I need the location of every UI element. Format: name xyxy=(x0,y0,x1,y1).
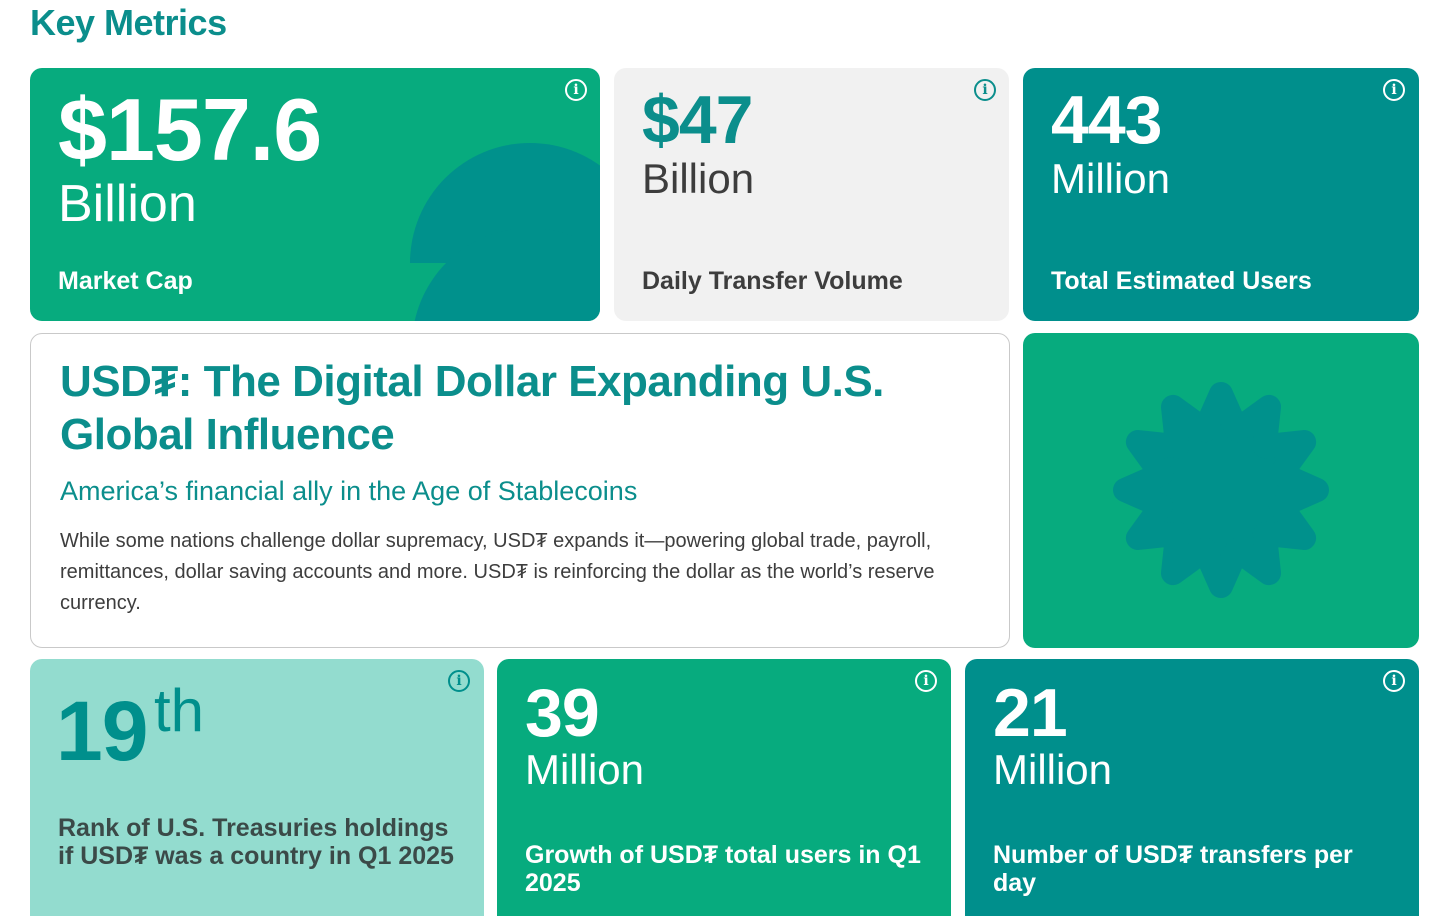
metric-label: Number of USD₮ transfers per day xyxy=(993,841,1353,897)
info-icon[interactable]: i xyxy=(1383,79,1405,101)
info-icon[interactable]: i xyxy=(1383,670,1405,692)
headline-card: USD₮: The Digital Dollar Expanding U.S. … xyxy=(30,333,1010,648)
star-badge-card xyxy=(1023,333,1419,648)
headline-subtitle: America’s financial ally in the Age of S… xyxy=(60,476,638,506)
metric-unit: Million xyxy=(1051,155,1171,202)
star-badge-icon xyxy=(1113,382,1329,598)
headline-body: While some nations challenge dollar supr… xyxy=(60,530,935,614)
metric-card-treasuries-rank: 19 th Rank of U.S. Treasuries holdings i… xyxy=(30,659,484,916)
info-icon[interactable]: i xyxy=(974,79,996,101)
metric-label: Growth of USD₮ total users in Q1 2025 xyxy=(525,841,921,897)
metric-value: 21 xyxy=(993,675,1068,751)
metric-value: 19 xyxy=(56,684,148,778)
metric-value: $157.6 xyxy=(58,80,322,179)
page-heading: Key Metrics xyxy=(30,2,227,43)
metric-label: Total Estimated Users xyxy=(1051,267,1312,295)
metric-card-daily-transfer-volume: $47 Billion Daily Transfer Volume i xyxy=(614,68,1009,321)
metric-label: Daily Transfer Volume xyxy=(642,267,903,295)
headline-title: USD₮: The Digital Dollar Expanding U.S. … xyxy=(60,357,884,459)
metric-card-daily-transfers: 21 Million Number of USD₮ transfers per … xyxy=(965,659,1419,916)
info-icon[interactable]: i xyxy=(565,79,587,101)
metric-label: Rank of U.S. Treasuries holdings if USD₮… xyxy=(58,814,454,870)
metric-unit: Billion xyxy=(642,155,755,202)
info-icon[interactable]: i xyxy=(448,670,470,692)
metric-unit: Million xyxy=(993,746,1113,793)
metric-card-market-cap: $157.6 Billion Market Cap i xyxy=(30,68,600,321)
metric-ordinal-suffix: th xyxy=(154,677,205,744)
metric-value: 39 xyxy=(525,675,600,751)
metric-label: Market Cap xyxy=(58,267,193,295)
metric-value: 443 xyxy=(1051,82,1162,158)
metric-unit: Million xyxy=(525,746,645,793)
metric-unit: Billion xyxy=(58,175,197,233)
metric-card-user-growth: 39 Million Growth of USD₮ total users in… xyxy=(497,659,951,916)
metric-value: $47 xyxy=(642,82,753,158)
metric-card-total-users: 443 Million Total Estimated Users i xyxy=(1023,68,1419,321)
info-icon[interactable]: i xyxy=(915,670,937,692)
